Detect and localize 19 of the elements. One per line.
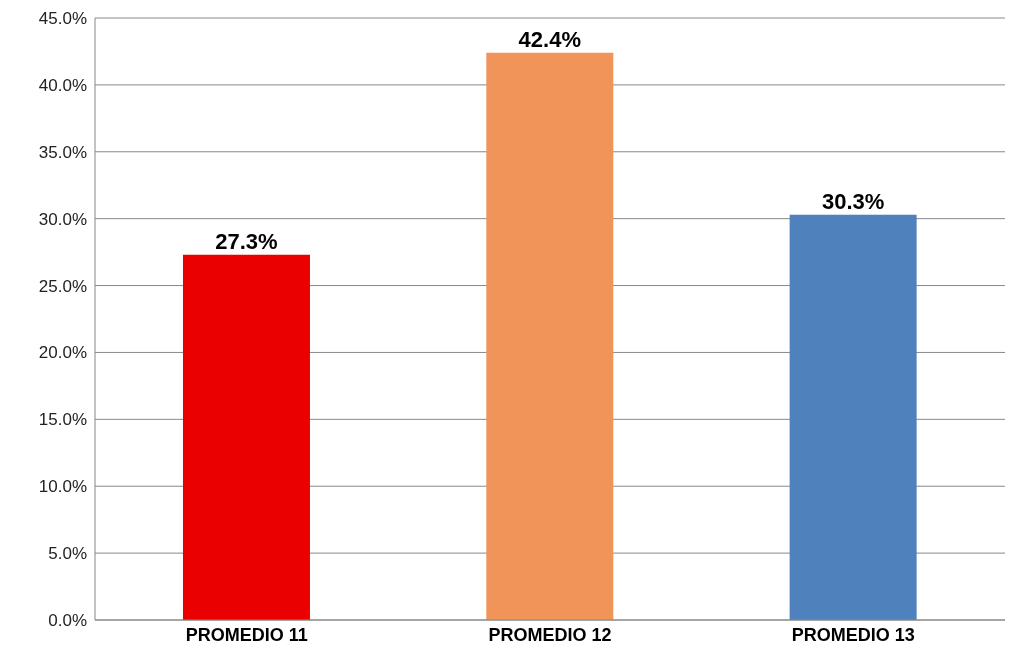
x-tick-label: PROMEDIO 12 xyxy=(488,624,612,645)
x-tick-label: PROMEDIO 13 xyxy=(791,624,915,645)
bar xyxy=(486,52,614,620)
y-tick-label: 10.0% xyxy=(38,477,87,497)
y-tick-label: 15.0% xyxy=(38,410,87,430)
y-tick-label: 20.0% xyxy=(38,343,87,363)
bar xyxy=(182,254,310,620)
y-tick-label: 5.0% xyxy=(48,544,87,564)
y-tick-label: 35.0% xyxy=(38,142,87,162)
data-label: 30.3% xyxy=(821,188,885,214)
bar xyxy=(789,214,917,620)
y-tick-label: 0.0% xyxy=(48,611,87,631)
y-tick-label: 40.0% xyxy=(38,75,87,95)
y-tick-label: 30.0% xyxy=(38,209,87,229)
data-label: 27.3% xyxy=(215,228,278,254)
y-tick-label: 25.0% xyxy=(38,276,87,296)
x-tick-label: PROMEDIO 11 xyxy=(185,624,308,645)
data-label: 42.4% xyxy=(518,26,581,52)
y-tick-label: 45.0% xyxy=(38,9,87,29)
